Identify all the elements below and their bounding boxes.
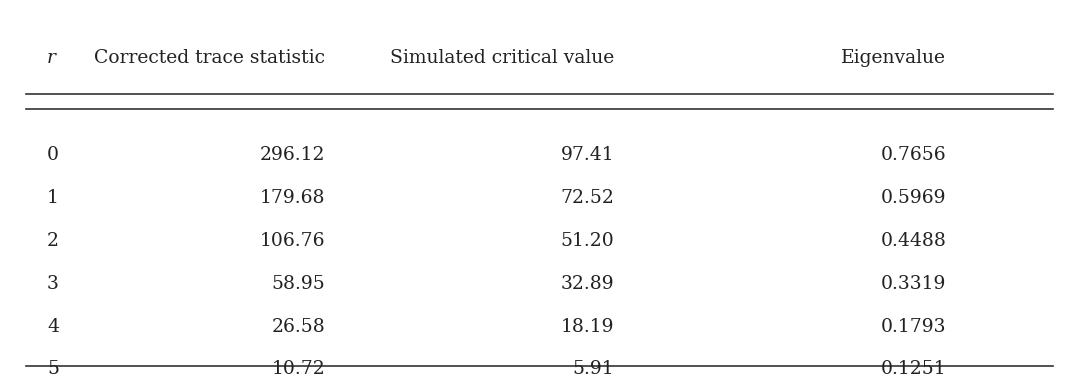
Text: 51.20: 51.20 <box>561 232 614 250</box>
Text: 5: 5 <box>47 361 59 378</box>
Text: 0.3319: 0.3319 <box>880 274 946 293</box>
Text: Eigenvalue: Eigenvalue <box>842 49 946 67</box>
Text: 26.58: 26.58 <box>272 318 326 335</box>
Text: 296.12: 296.12 <box>260 146 326 164</box>
Text: 0.4488: 0.4488 <box>880 232 946 250</box>
Text: 0.5969: 0.5969 <box>880 189 946 207</box>
Text: 3: 3 <box>47 274 59 293</box>
Text: 72.52: 72.52 <box>561 189 614 207</box>
Text: 5.91: 5.91 <box>573 361 614 378</box>
Text: 0.1793: 0.1793 <box>880 318 946 335</box>
Text: 2: 2 <box>47 232 59 250</box>
Text: 4: 4 <box>47 318 59 335</box>
Text: 1: 1 <box>47 189 59 207</box>
Text: 0: 0 <box>47 146 59 164</box>
Text: r: r <box>47 49 56 67</box>
Text: 179.68: 179.68 <box>260 189 326 207</box>
Text: 0.7656: 0.7656 <box>880 146 946 164</box>
Text: Corrected trace statistic: Corrected trace statistic <box>94 49 326 67</box>
Text: 0.1251: 0.1251 <box>880 361 946 378</box>
Text: 32.89: 32.89 <box>561 274 614 293</box>
Text: 58.95: 58.95 <box>272 274 326 293</box>
Text: 106.76: 106.76 <box>260 232 326 250</box>
Text: 18.19: 18.19 <box>561 318 614 335</box>
Text: Simulated critical value: Simulated critical value <box>391 49 614 67</box>
Text: 10.72: 10.72 <box>272 361 326 378</box>
Text: 97.41: 97.41 <box>561 146 614 164</box>
